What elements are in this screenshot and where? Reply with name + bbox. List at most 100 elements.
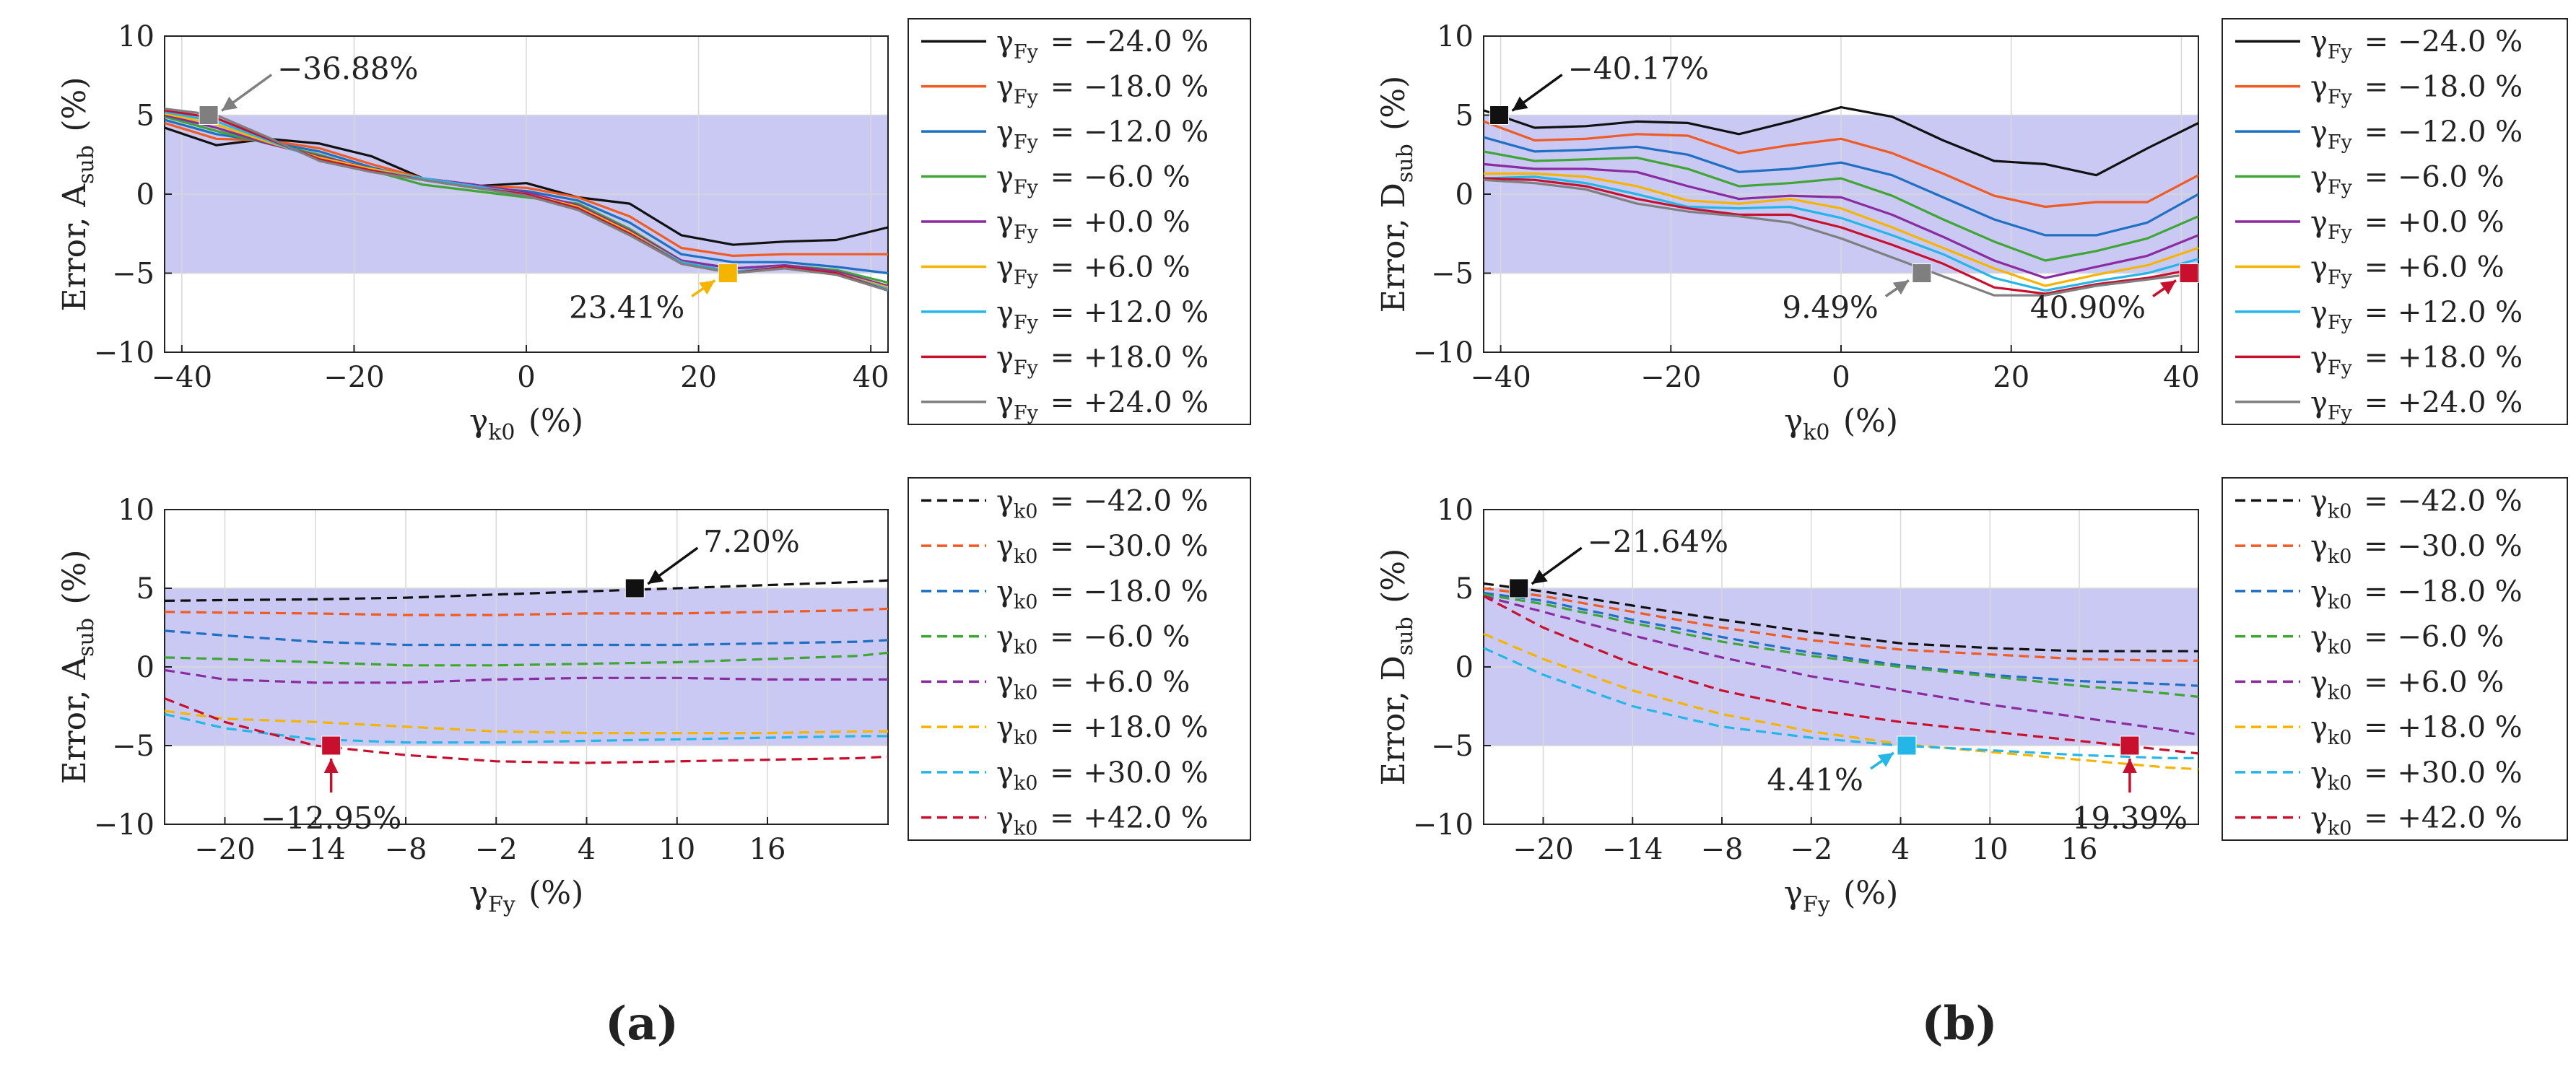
chart-a-top: −40 −20 0 20 40 10 5 0 −5 −10 γk0 (%) Error, Asub (… <box>56 18 1251 445</box>
legend-label: γk0 = +30.0 % <box>2310 756 2523 795</box>
panel-label-b: (b) <box>1921 997 1997 1051</box>
y-tick-label: 5 <box>136 100 155 133</box>
x-tick-label: −20 <box>194 833 255 866</box>
x-tick-label: 40 <box>853 361 889 394</box>
legend-label: γFy = +24.0 % <box>996 386 1209 424</box>
annotation-marker <box>199 105 219 125</box>
legend-label: γFy = −18.0 % <box>996 71 1209 109</box>
series-line-7 <box>1483 175 2199 292</box>
series-line-8 <box>1483 177 2199 295</box>
x-tick-label: 16 <box>749 833 786 866</box>
y-tick-label: −5 <box>1431 730 1474 763</box>
annotation-arrowhead <box>1531 569 1548 584</box>
y-tick-label: −10 <box>94 808 155 842</box>
annotation-marker <box>1912 263 1932 283</box>
legend-label: γFy = +12.0 % <box>2310 296 2523 334</box>
legend-label: γFy = −24.0 % <box>2310 25 2523 64</box>
annotation-arrowhead <box>2122 759 2137 773</box>
annotation-arrowhead <box>222 96 238 111</box>
series-line-5 <box>1483 162 2199 279</box>
legend-box <box>2222 477 2568 841</box>
y-axis-title: Error, Asub (%) <box>56 549 99 784</box>
y-axis-title: Error, Dsub (%) <box>1375 76 1418 313</box>
y-tick-label: −10 <box>1413 808 1474 842</box>
x-tick-label: −14 <box>1602 833 1663 866</box>
series-line-9 <box>1483 178 2199 297</box>
annotation-label: −40.17% <box>1568 51 1709 87</box>
legend-label: γk0 = +18.0 % <box>2310 711 2523 749</box>
x-tick-label: 20 <box>680 361 717 394</box>
y-tick-label: 5 <box>1455 572 1474 606</box>
legend-label: γFy = +18.0 % <box>996 341 1209 379</box>
legend-label: γk0 = −30.0 % <box>2310 530 2523 568</box>
series-line-1 <box>1483 106 2199 177</box>
legend-label: γk0 = +18.0 % <box>996 711 1209 749</box>
x-tick-label: −8 <box>1701 833 1744 866</box>
legend: γFy = −24.0 % γFy = −18.0 % γFy = −12.0 % γ… <box>908 18 1251 425</box>
y-tick-label: 0 <box>1455 651 1474 684</box>
legend-label: γk0 = −30.0 % <box>996 530 1209 568</box>
series-line-1 <box>1483 582 2198 652</box>
x-tick-label: −14 <box>285 833 346 866</box>
y-tick-label: 0 <box>136 651 155 684</box>
annotation-arrowhead <box>1892 280 1909 295</box>
legend-box <box>908 477 1251 841</box>
panel-label-a: (a) <box>605 997 679 1051</box>
series-line-3 <box>1483 136 2199 237</box>
series-line-7 <box>1483 647 2198 760</box>
annotation-marker <box>718 263 738 283</box>
annotation-arrowhead <box>699 280 715 295</box>
x-tick-label: −2 <box>1790 833 1832 866</box>
y-axis-title: Error, Dsub (%) <box>1375 549 1418 786</box>
chart-a-bottom: −20 −14 −8 −2 4 10 16 10 5 0 −5 −10 γFy (%) Error, As… <box>56 477 1251 917</box>
series-line-4 <box>1483 150 2199 262</box>
y-tick-label: 5 <box>1455 100 1474 133</box>
x-tick-label: 4 <box>1892 833 1910 866</box>
legend-label: γk0 = −42.0 % <box>996 484 1209 523</box>
annotation-marker <box>1897 735 1917 756</box>
x-axis-title: γFy (%) <box>1784 875 1899 917</box>
x-tick-label: 10 <box>658 833 695 866</box>
legend-label: γk0 = −42.0 % <box>2310 484 2523 523</box>
y-tick-label: 0 <box>136 178 155 211</box>
x-tick-label: 20 <box>1993 361 2029 394</box>
legend-label: γk0 = +42.0 % <box>2310 802 2523 840</box>
x-axis-title: γk0 (%) <box>1784 403 1898 445</box>
x-tick-label: −40 <box>152 361 212 394</box>
legend-label: γk0 = −18.0 % <box>2310 575 2523 614</box>
y-tick-label: −10 <box>94 336 155 370</box>
annotation-label: −12.95% <box>261 800 401 836</box>
annotation-marker <box>1509 578 1529 598</box>
series-line-1 <box>164 126 889 246</box>
x-tick-label: −20 <box>1513 833 1573 866</box>
x-axis-title: γk0 (%) <box>469 403 583 445</box>
y-tick-label: 10 <box>1437 494 1474 527</box>
legend-label: γFy = −12.0 % <box>996 115 1209 154</box>
x-tick-label: 16 <box>2061 833 2098 866</box>
annotation-arrowhead <box>648 569 664 584</box>
legend: γk0 = −42.0 % γk0 = −30.0 % γk0 = −18.0 % γ… <box>908 477 1251 841</box>
legend: γFy = −24.0 % γFy = −18.0 % γFy = −12.0 % γ… <box>2222 18 2568 425</box>
x-tick-label: −20 <box>323 361 384 394</box>
series-line-8 <box>164 697 889 764</box>
x-tick-label: 4 <box>578 833 596 866</box>
legend-label: γk0 = −6.0 % <box>996 621 1190 659</box>
y-tick-label: 10 <box>118 20 155 53</box>
annotation-marker <box>321 735 341 756</box>
annotation-marker <box>2179 263 2199 283</box>
legend-label: γk0 = +30.0 % <box>996 756 1209 795</box>
y-tick-label: 10 <box>1437 20 1474 53</box>
annotation-label: 23.41% <box>569 290 684 326</box>
legend: γk0 = −42.0 % γk0 = −30.0 % γk0 = −18.0 % γ… <box>2222 477 2568 841</box>
y-tick-label: 5 <box>136 572 155 606</box>
y-tick-label: −5 <box>112 258 155 291</box>
annotation-marker <box>1489 105 1510 125</box>
legend-label: γk0 = +6.0 % <box>996 665 1190 704</box>
series-line-8 <box>1483 595 2199 755</box>
x-tick-label: 10 <box>1972 833 2009 866</box>
series-line-6 <box>1484 172 2199 287</box>
chart-b-top: −40 −20 0 20 40 10 5 0 −5 −10 γk0 (%) Error, Dsub (… <box>1375 18 2568 445</box>
legend-label: γFy = +0.0 % <box>2310 206 2505 244</box>
